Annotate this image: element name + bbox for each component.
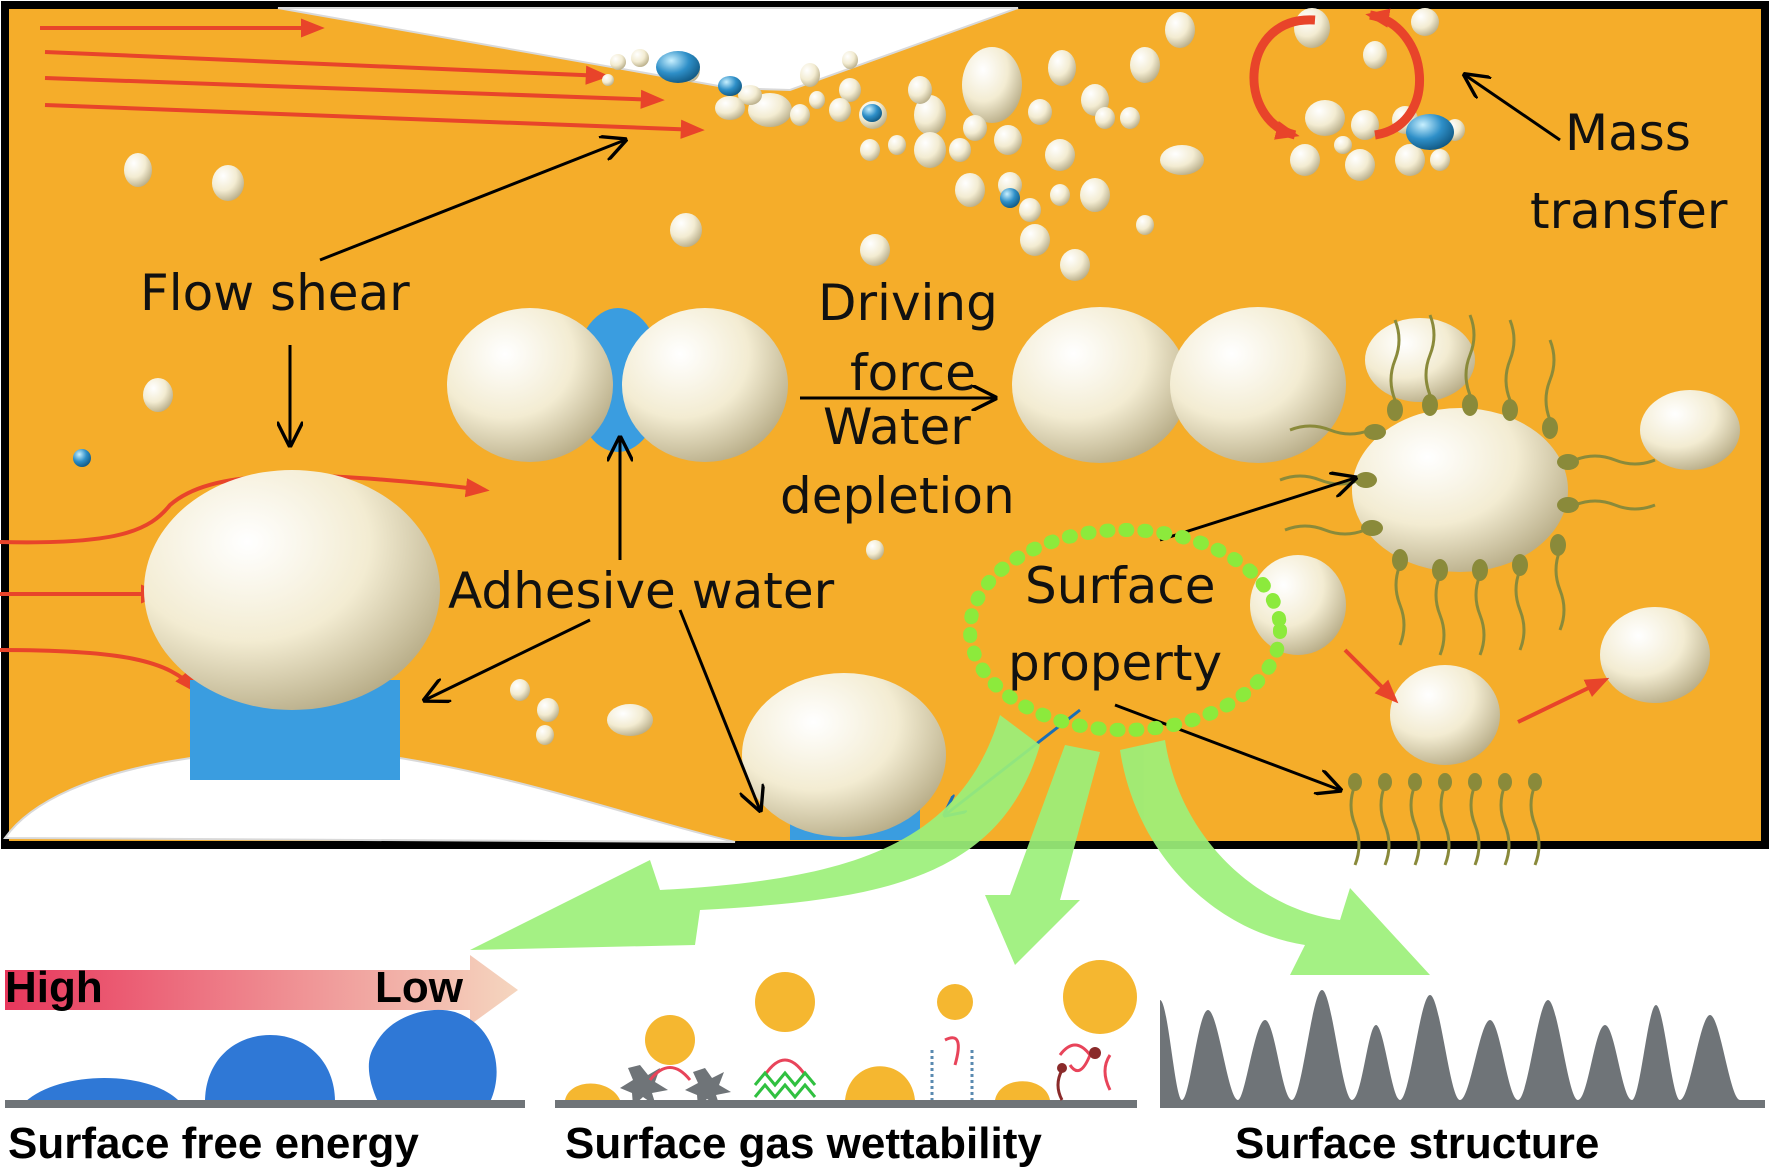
label-transfer: transfer: [1530, 182, 1728, 240]
flow-arrows-top: [40, 18, 705, 139]
label-property: property: [1008, 634, 1222, 692]
label-adhesive-water: Adhesive water: [448, 562, 835, 620]
label-flow-shear: Flow shear: [140, 264, 410, 322]
molecule-head: [1057, 1063, 1067, 1073]
top-wedge: [277, 7, 1019, 92]
surfactant-molecules: [1279, 314, 1656, 866]
surfactant-heads: [1348, 394, 1579, 791]
molecule-head-2: [1089, 1047, 1101, 1059]
substrate-2: [555, 1100, 1137, 1108]
annotation-arrows: [290, 75, 1561, 810]
large-bubbles: [144, 307, 1740, 837]
label-high: High: [5, 963, 103, 1012]
surface-spikes: [1160, 990, 1765, 1108]
label-surface-structure: Surface structure: [1235, 1119, 1599, 1168]
energy-gradient-arrow: [5, 955, 518, 1025]
coalescence-chain-arrows: [1343, 648, 1610, 724]
flow-arrows-bottom: [0, 473, 490, 694]
small-bubbles: [124, 8, 1465, 745]
label-water: Water: [823, 398, 971, 456]
panel-surface-gas-wettability: Surface gas wettability: [555, 960, 1137, 1168]
label-force: force: [850, 344, 976, 402]
label-surface-free-energy: Surface free energy: [8, 1119, 419, 1168]
label-mass: Mass: [1565, 104, 1691, 162]
droplet-flat: [25, 1078, 180, 1102]
substrate-3: [1160, 1100, 1765, 1108]
green-arrows: [470, 715, 1430, 975]
panel-surface-structure: Surface structure: [1160, 990, 1765, 1168]
wettability-bubbles: [565, 960, 1137, 1100]
label-depletion: depletion: [780, 467, 1015, 525]
label-low: Low: [375, 963, 464, 1012]
panel-surface-free-energy: High Low Surface free energy: [5, 955, 525, 1168]
label-surface: Surface: [1025, 557, 1215, 615]
wettability-molecules: [648, 1036, 1112, 1101]
droplet-medium: [205, 1035, 335, 1102]
droplet-round: [368, 1009, 497, 1102]
mass-transfer-arrows: [1249, 8, 1424, 140]
surface-property-ring: [963, 523, 1287, 737]
label-driving: Driving: [818, 274, 998, 332]
gas-nuclei: [73, 51, 1454, 467]
substrate-1: [5, 1100, 525, 1108]
label-surface-gas-wettability: Surface gas wettability: [565, 1119, 1042, 1168]
